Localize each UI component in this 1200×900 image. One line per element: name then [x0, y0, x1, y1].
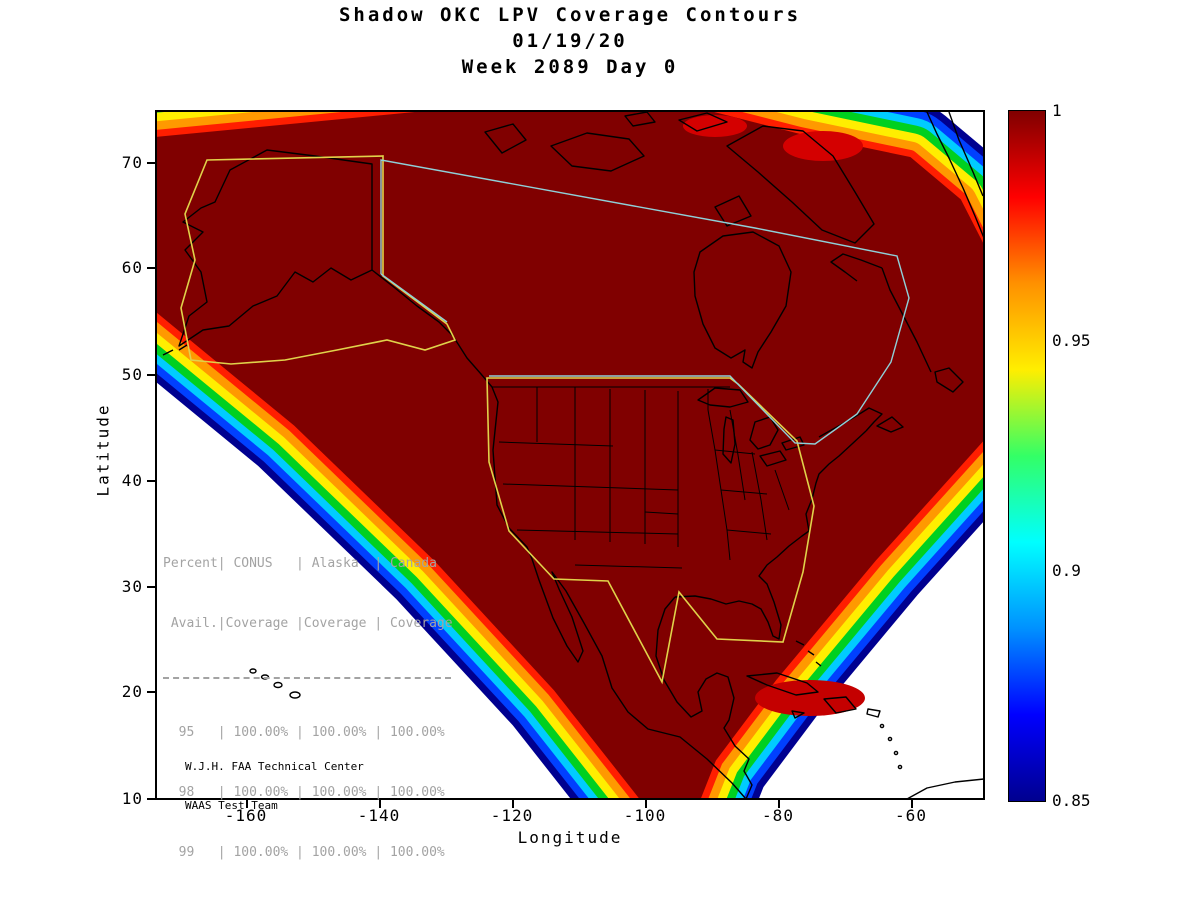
x-tick-label: -100 — [623, 806, 667, 825]
canada-service-boundary — [380, 159, 910, 445]
chart-date: 01/19/20 — [512, 30, 628, 52]
y-tick-label: 40 — [121, 471, 143, 490]
x-axis-label: Longitude — [517, 828, 623, 847]
y-tick-mark — [147, 586, 155, 588]
credit-annotation: W.J.H. FAA Technical Center WAAS Test Te… — [185, 734, 364, 838]
title-block: Shadow OKC LPV Coverage Contours 01/19/2… — [155, 2, 985, 80]
conus-service-boundary — [486, 377, 815, 685]
map-plot-area: Percent| CONUS | Alaska | Canada Avail.|… — [155, 110, 985, 860]
y-tick-label: 70 — [121, 153, 143, 172]
colorbar-tick-label: 0.9 — [1052, 561, 1081, 580]
state-borders — [492, 386, 790, 569]
colorbar-tick-label: 0.95 — [1052, 331, 1091, 350]
colorbar-tick-label: 0.85 — [1052, 791, 1091, 810]
y-tick-mark — [147, 374, 155, 376]
chart-week-day: Week 2089 Day 0 — [461, 56, 679, 78]
x-tick-label: -160 — [224, 806, 268, 825]
plot-border — [155, 110, 985, 800]
coverage-table: Percent| CONUS | Alaska | Canada Avail.|… — [163, 514, 453, 900]
y-tick-mark — [147, 267, 155, 269]
alaska-service-boundary — [180, 155, 457, 365]
x-tick-mark — [645, 800, 647, 808]
coverage-table-row: 99 | 100.00% | 100.00% | 100.00% — [163, 845, 445, 860]
y-tick-label: 30 — [121, 577, 143, 596]
y-tick-label: 60 — [121, 258, 143, 277]
coverage-table-header-2: Avail.|Coverage |Coverage | Coverage — [163, 616, 453, 631]
coverage-table-header-1: Percent| CONUS | Alaska | Canada — [163, 556, 437, 571]
coverage-map — [155, 110, 985, 800]
chart-title: Shadow OKC LPV Coverage Contours — [338, 4, 802, 26]
x-tick-label: -60 — [895, 806, 927, 825]
coastlines — [162, 111, 985, 800]
coverage-table-separator — [163, 677, 451, 679]
x-tick-label: -120 — [490, 806, 534, 825]
y-tick-mark — [147, 480, 155, 482]
x-tick-label: -140 — [357, 806, 401, 825]
y-tick-mark — [147, 162, 155, 164]
x-tick-mark — [246, 800, 248, 808]
credit-line-2: WAAS Test Team — [185, 799, 278, 812]
x-tick-mark — [911, 800, 913, 808]
colorbar-tick-label: 1 — [1052, 101, 1062, 120]
x-tick-mark — [379, 800, 381, 808]
coverage-table-row: 95 | 100.00% | 100.00% | 100.00% — [163, 725, 445, 740]
y-tick-mark — [147, 691, 155, 693]
x-tick-mark — [778, 800, 780, 808]
credit-line-1: W.J.H. FAA Technical Center — [185, 760, 364, 773]
y-tick-label: 10 — [121, 789, 143, 808]
y-axis-label: Latitude — [93, 403, 113, 497]
coverage-table-row: 98 | 100.00% | 100.00% | 100.00% — [163, 785, 445, 800]
y-tick-label: 50 — [121, 365, 143, 384]
colorbar — [1008, 110, 1046, 802]
y-tick-label: 20 — [121, 682, 143, 701]
x-tick-mark — [512, 800, 514, 808]
x-tick-label: -80 — [762, 806, 794, 825]
y-tick-mark — [147, 798, 155, 800]
